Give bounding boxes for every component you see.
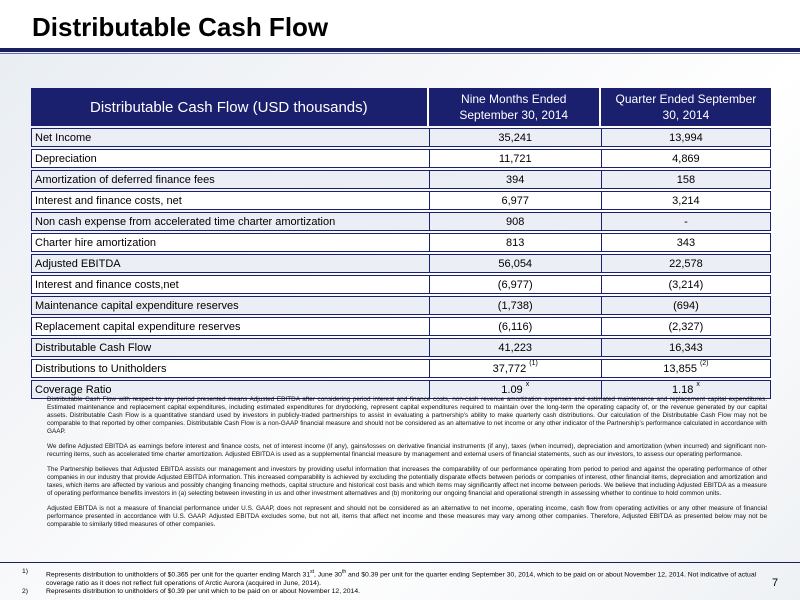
table-row: Interest and finance costs, net 6,977 3,… [31, 191, 771, 210]
footnote-text: Represents distribution to unitholders o… [46, 588, 360, 596]
footnote-text-part: Represents distribution to unitholders o… [46, 571, 311, 579]
quarter-value: 343 [600, 233, 771, 252]
table-row: Interest and finance costs,net (6,977) (… [31, 275, 771, 294]
table-row: Non cash expense from accelerated time c… [31, 212, 771, 231]
footnote-text-part: , June 30 [314, 571, 342, 579]
footnotes: 1) Represents distribution to unitholder… [22, 568, 757, 597]
title-divider-thin [0, 53, 800, 54]
footnote-1: 1) Represents distribution to unitholder… [22, 568, 757, 588]
quarter-value: 16,343 [600, 338, 771, 357]
nine-months-value-cell: 37,772 (1) [428, 359, 601, 378]
nine-months-value: (6,116) [428, 317, 601, 336]
nine-months-value: (6,977) [428, 275, 601, 294]
ratio-suffix: x [525, 380, 530, 388]
row-label: Non cash expense from accelerated time c… [31, 212, 429, 231]
nine-months-value: 37,772 [492, 362, 527, 375]
quarter-value: 13,994 [600, 128, 771, 147]
quarter-value: 1.18 [671, 383, 694, 396]
table-row: Distributable Cash Flow 41,223 16,343 [31, 338, 771, 357]
nine-months-value: 813 [428, 233, 601, 252]
nine-months-value-cell: 1.09 x [428, 380, 601, 399]
row-label: Interest and finance costs,net [31, 275, 429, 294]
quarter-value: (3,214) [600, 275, 771, 294]
row-label: Distributable Cash Flow [31, 338, 429, 357]
nine-months-header-line1: Nine Months Ended [461, 92, 567, 106]
row-label: Coverage Ratio [31, 380, 429, 399]
quarter-value: (2,327) [600, 317, 771, 336]
page-title: Distributable Cash Flow [32, 12, 329, 42]
nine-months-value: 6,977 [428, 191, 601, 210]
row-label: Amortization of deferred finance fees [31, 170, 429, 189]
nine-months-value: 394 [428, 170, 601, 189]
table-row: Charter hire amortization 813 343 [31, 233, 771, 252]
footnote-number: 2) [22, 588, 29, 596]
footer-divider [0, 562, 800, 563]
quarter-value: 22,578 [600, 254, 771, 273]
quarter-header-line2: 30, 2014 [662, 108, 710, 122]
footnote-text-part: and $0.39 per unit for the quarter endin… [46, 571, 757, 587]
ratio-suffix: x [696, 380, 700, 388]
row-label: Interest and finance costs, net [31, 191, 429, 210]
nine-months-value: 56,054 [428, 254, 601, 273]
note-paragraph: Distributable Cash Flow with respect to … [47, 396, 767, 435]
note-paragraph: We define Adjusted EBITDA as earnings be… [47, 443, 767, 458]
quarter-value: 4,869 [600, 149, 771, 168]
quarter-value: (694) [600, 296, 771, 315]
row-label: Depreciation [31, 149, 429, 168]
explanatory-notes: Distributable Cash Flow with respect to … [47, 396, 767, 536]
table-header-row: Distributable Cash Flow (USD thousands) … [31, 88, 771, 126]
quarter-header-line1: Quarter Ended September [615, 92, 757, 106]
quarter-value: 158 [600, 170, 771, 189]
row-label: Distributions to Unitholders [31, 359, 429, 378]
row-label: Adjusted EBITDA [31, 254, 429, 273]
nine-months-value: 11,721 [428, 149, 601, 168]
quarter-value: - [600, 212, 771, 231]
table-row: Maintenance capital expenditure reserves… [31, 296, 771, 315]
quarter-value-cell: 13,855 (2) [600, 359, 771, 378]
title-divider [0, 48, 800, 52]
note-paragraph: Adjusted EBITDA is not a measure of fina… [47, 505, 767, 528]
page-number: 7 [772, 577, 779, 589]
quarter-header: Quarter Ended September 30, 2014 [600, 88, 771, 126]
footnote-2: 2) Represents distribution to unitholder… [22, 588, 757, 597]
nine-months-value: 41,223 [428, 338, 601, 357]
nine-months-value: (1,738) [428, 296, 601, 315]
table-row: Amortization of deferred finance fees 39… [31, 170, 771, 189]
nine-months-value: 1.09 [501, 383, 523, 396]
footnote-ref-1: (1) [529, 359, 538, 367]
footnote-text: Represents distribution to unitholders o… [46, 568, 757, 588]
table-row: Depreciation 11,721 4,869 [31, 149, 771, 168]
table-row: Replacement capital expenditure reserves… [31, 317, 771, 336]
row-label: Maintenance capital expenditure reserves [31, 296, 429, 315]
nine-months-value: 908 [428, 212, 601, 231]
note-paragraph: The Partnership believes that Adjusted E… [47, 466, 767, 497]
nine-months-header-line2: September 30, 2014 [459, 108, 569, 122]
quarter-value: 3,214 [600, 191, 771, 210]
row-label: Replacement capital expenditure reserves [31, 317, 429, 336]
table-row: Distributions to Unitholders 37,772 (1) 1… [31, 359, 771, 378]
cash-flow-table: Distributable Cash Flow (USD thousands) … [31, 86, 771, 401]
quarter-value: 13,855 [663, 362, 697, 375]
quarter-value-cell: 1.18 x [600, 380, 771, 399]
footnote-superscript: th [341, 569, 347, 575]
table-row: Coverage Ratio 1.09 x 1.18 x [31, 380, 771, 399]
row-label: Charter hire amortization [31, 233, 429, 252]
nine-months-value: 35,241 [428, 128, 601, 147]
nine-months-header: Nine Months Ended September 30, 2014 [428, 88, 601, 126]
table-title-header: Distributable Cash Flow (USD thousands) [31, 88, 429, 126]
row-label: Net Income [31, 128, 429, 147]
table-row: Net Income 35,241 13,994 [31, 128, 771, 147]
footnote-ref-2: (2) [699, 359, 709, 367]
footnote-superscript: st [310, 569, 314, 575]
table-row: Adjusted EBITDA 56,054 22,578 [31, 254, 771, 273]
footnote-number: 1) [22, 568, 29, 575]
